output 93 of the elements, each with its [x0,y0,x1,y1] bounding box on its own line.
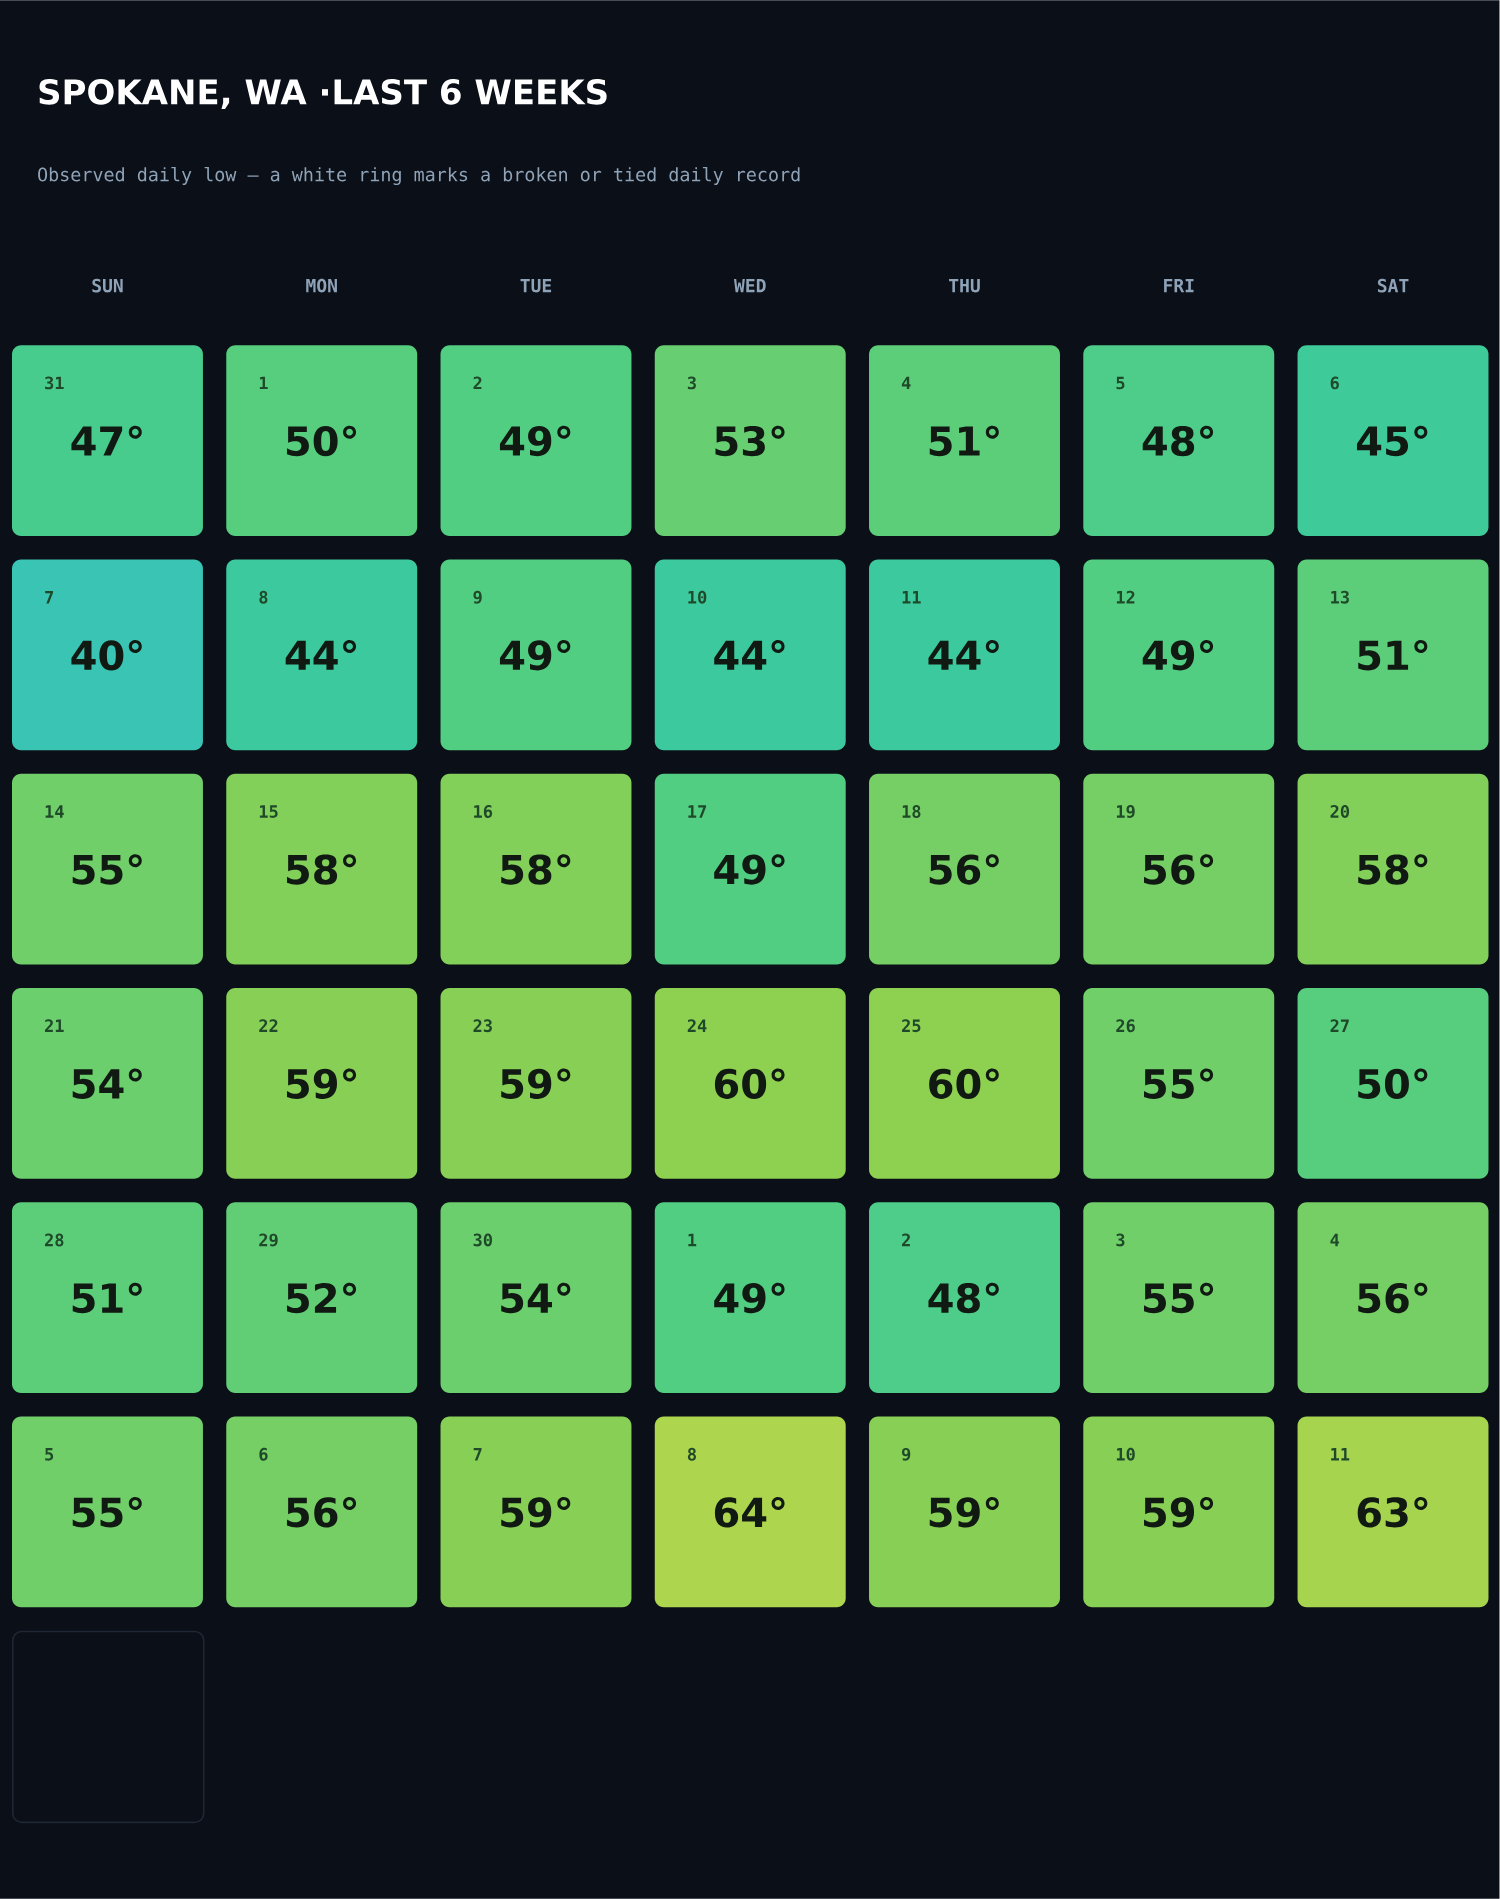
annotation: 27 [1330,1019,1349,1032]
data-label: 60° [929,1068,999,1099]
data-label: 63° [1357,1496,1428,1528]
data-label: 49° [500,639,571,671]
data-label: 48° [928,1282,999,1314]
data-label: 56° [1358,1282,1428,1314]
annotation: 21 [45,1019,64,1032]
annotation: 9 [473,590,482,604]
annotation: 8 [259,590,268,604]
data-label: 51° [72,1282,142,1314]
annotation: 31 [45,376,64,390]
x-tick-label: THU [949,279,980,293]
annotation: 11 [902,590,921,604]
annotation: 17 [688,805,707,818]
annotation: 12 [1117,590,1135,604]
annotation: 18 [902,805,921,818]
annotation: 3 [1116,1233,1125,1247]
data-label: 49° [1142,639,1214,671]
data-label: 49° [714,854,785,885]
data-label: 58° [501,854,571,885]
data-label: 59° [501,1496,571,1528]
annotation: 23 [473,1019,493,1033]
annotation: 6 [1330,376,1340,390]
data-label: 64° [715,1496,785,1528]
annotation: 5 [45,1448,54,1461]
annotation: 7 [45,590,54,604]
data-label: 40° [71,639,142,671]
x-tick-label: WED [734,279,766,293]
data-label: 54° [72,1068,142,1099]
annotation: 4 [1330,1233,1340,1247]
data-label: 44° [928,639,999,670]
annotation: 20 [1330,805,1350,818]
data-label: 55° [1144,1282,1214,1314]
data-label: 45° [1357,425,1428,457]
data-label: 58° [1358,854,1428,885]
data-label: 44° [714,639,785,670]
annotation: 16 [474,805,493,818]
data-label: 44° [285,639,357,670]
data-label: 51° [1358,639,1428,671]
annotation: 11 [1331,1448,1350,1461]
data-label: 59° [501,1068,571,1099]
data-label: 58° [287,854,357,885]
annotation: 2 [473,376,482,390]
data-label: 60° [715,1068,785,1099]
annotation: 10 [688,590,707,604]
annotation: 8 [688,1447,697,1461]
x-tick-label: MON [306,278,338,293]
data-label: 49° [500,425,571,457]
data-label: 47° [71,425,142,456]
data-label: 59° [1144,1496,1214,1528]
annotation: 24 [687,1019,707,1032]
annotation: 14 [45,805,64,818]
annotation: 9 [902,1447,911,1461]
annotation: 10 [1117,1447,1135,1461]
data-label: 56° [1144,854,1214,885]
data-label: 55° [1144,1068,1214,1099]
annotation: 5 [1116,376,1125,390]
annotation: 2 [902,1233,911,1247]
annotation: 26 [1116,1019,1136,1033]
x-tick-label: SAT [1378,278,1409,293]
data-label: 48° [1142,425,1214,457]
annotation: 28 [45,1233,64,1247]
data-label: 52° [287,1282,357,1314]
data-label: 50° [287,425,357,457]
data-label: 49° [714,1282,785,1314]
data-label: 55° [72,1496,142,1528]
data-label: 53° [715,425,785,457]
annotation: 25 [902,1019,921,1033]
annotation: 15 [260,805,278,818]
annotation: 22 [259,1019,278,1032]
annotation: 13 [1331,590,1350,604]
x-tick-label: TUE [520,279,552,293]
annotation: 3 [688,376,697,390]
x-tick-label: FRI [1164,279,1194,293]
annotation: 7 [473,1448,482,1461]
annotation: 29 [259,1233,278,1247]
chart-title: SPOKANE, WA ·LAST 6 WEEKS [39,78,607,110]
x-tick-label: SUN [92,278,123,293]
annotation: 6 [259,1447,268,1461]
chart-subtitle: Observed daily low — a white ring marks a broken or tied daily record [38,167,800,186]
data-label: 59° [287,1068,357,1099]
data-label: 54° [501,1282,571,1314]
data-label: 59° [929,1496,999,1528]
data-label: 56° [287,1496,357,1528]
annotation: 1 [688,1233,697,1247]
annotation: 1 [260,376,268,390]
data-label: 55° [72,854,142,885]
annotation: 4 [902,376,911,390]
data-label: 50° [1358,1068,1428,1099]
data-label: 56° [929,854,999,885]
annotation: 19 [1117,805,1135,818]
data-label: 51° [929,425,999,457]
annotation: 30 [473,1233,493,1247]
